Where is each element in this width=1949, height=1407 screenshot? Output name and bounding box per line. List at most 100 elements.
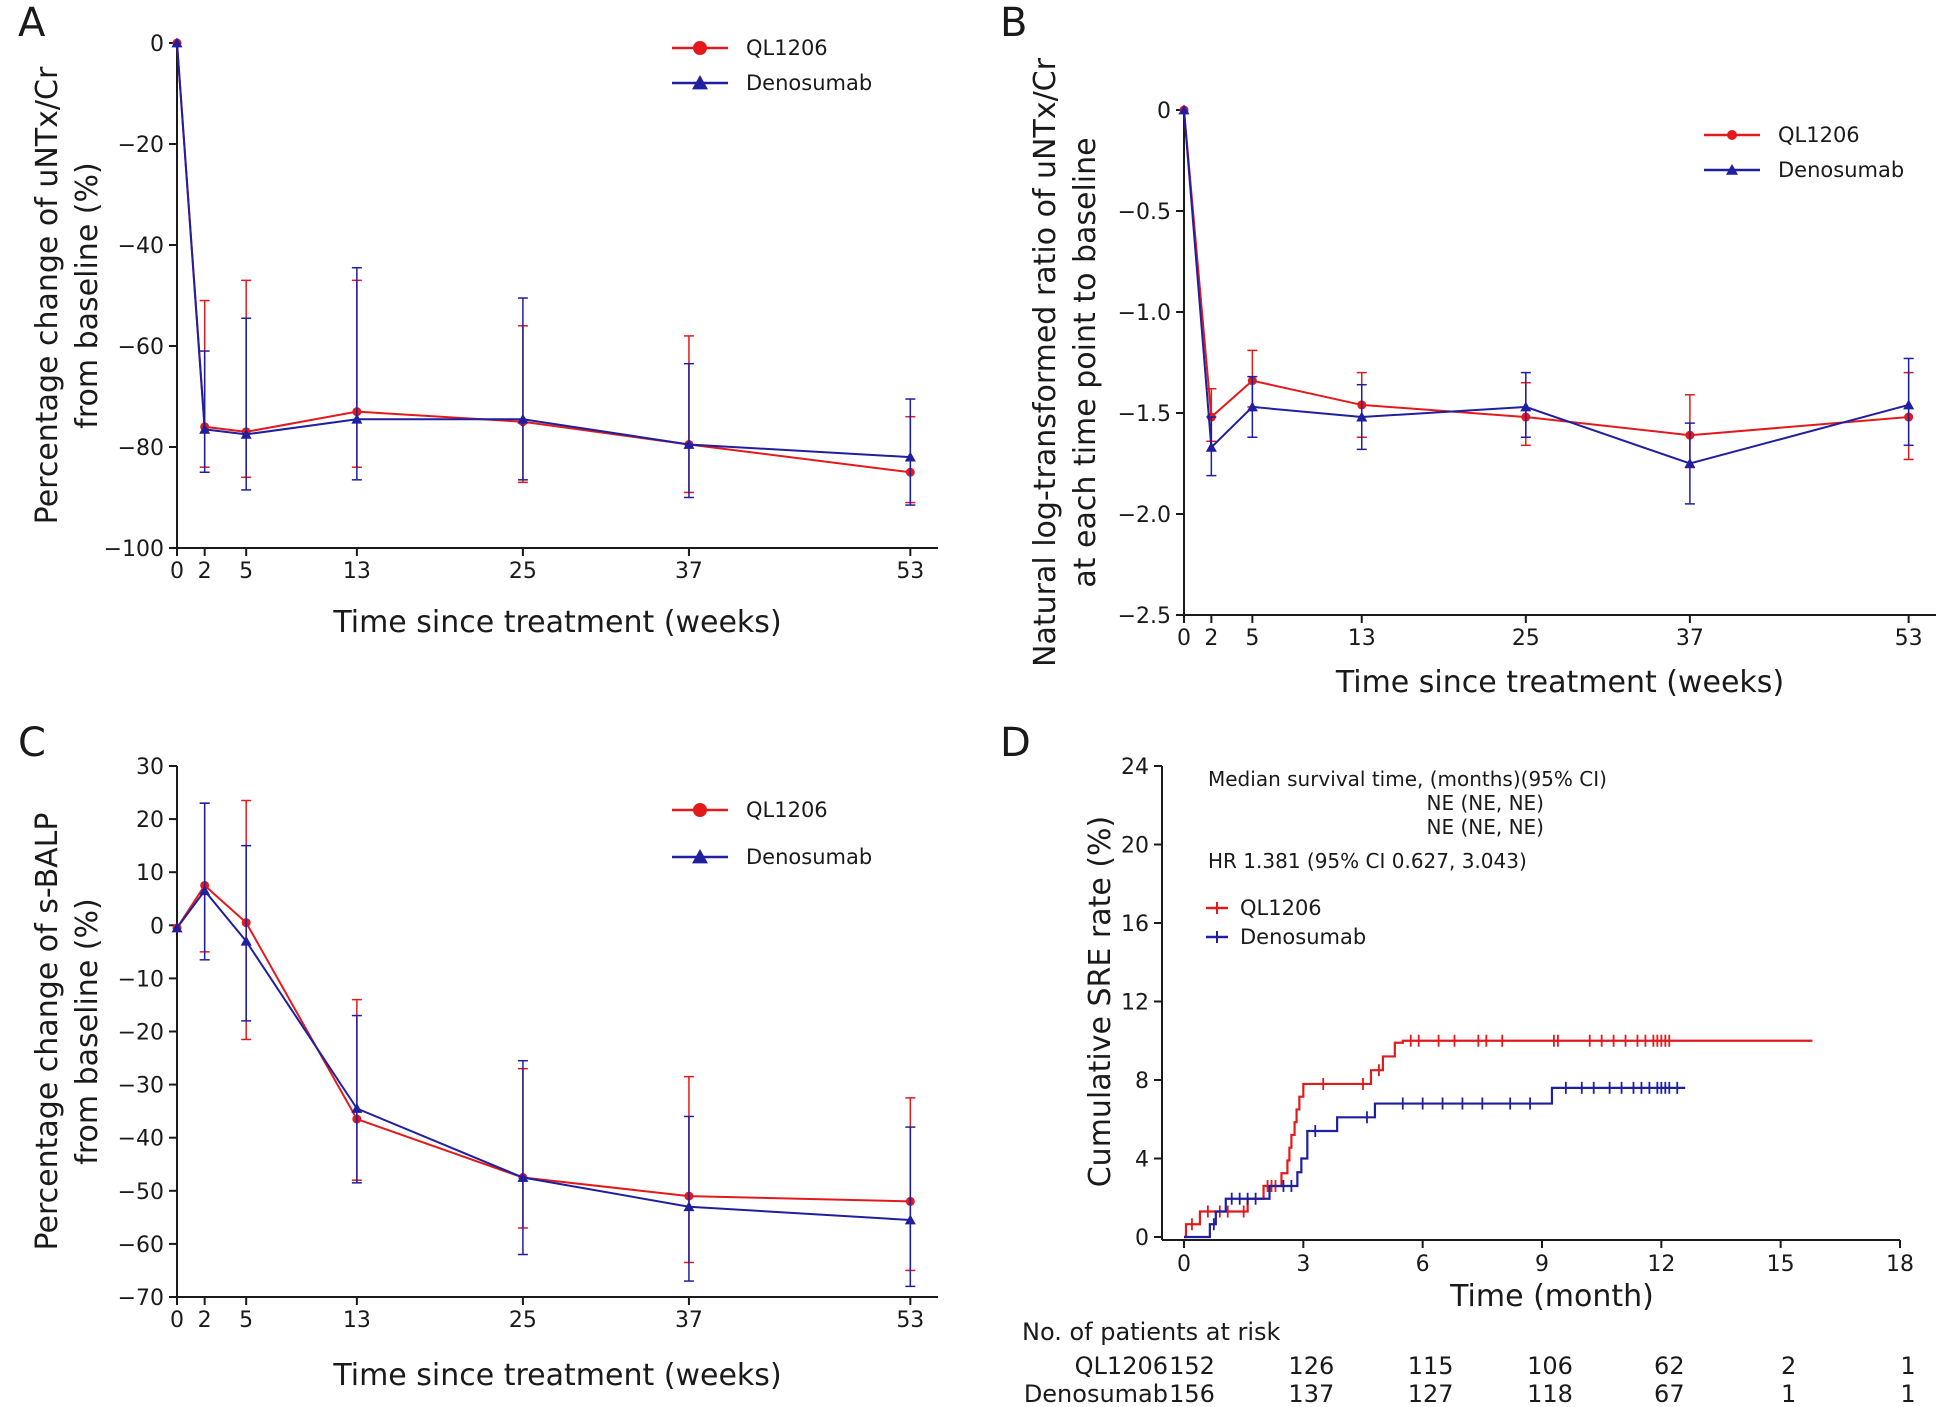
legend: QL1206 Denosumab [1704, 123, 1904, 182]
risk-count: 118 [1527, 1380, 1573, 1407]
y-axis-label: Natural log-transformed ratio of uNTx/Cr [1028, 57, 1063, 667]
risk-count: 1 [1900, 1380, 1915, 1407]
data-point [1178, 104, 1190, 115]
risk-count: 62 [1654, 1352, 1685, 1380]
series-denosumab [171, 37, 916, 506]
y-tick-label: 20 [1121, 834, 1149, 859]
legend-marker [693, 803, 707, 817]
risk-count: 115 [1408, 1352, 1454, 1380]
data-point [1684, 458, 1696, 468]
y-tick-label: 30 [136, 755, 164, 780]
median-denosumab: NE (NE, NE) [1427, 815, 1544, 839]
y-tick-label: 8 [1135, 1069, 1149, 1094]
data-point [171, 37, 183, 48]
x-axis-label: Time since treatment (weeks) [332, 1358, 781, 1393]
y-tick-label: −1.5 [1118, 402, 1171, 427]
risk-count: 126 [1288, 1352, 1334, 1380]
y-tick-label: 4 [1135, 1148, 1149, 1173]
x-tick-label: 5 [239, 559, 253, 584]
legend-label: QL1206 [746, 36, 828, 60]
legend-label: QL1206 [1240, 896, 1322, 920]
risk-table: No. of patients at risk QL1206 152 126 115 10… [1022, 1318, 1916, 1407]
data-point [517, 413, 529, 424]
y-tick-label: −20 [118, 133, 164, 158]
legend-label: QL1206 [746, 798, 828, 822]
risk-count: 152 [1169, 1352, 1215, 1380]
data-point [351, 1102, 363, 1113]
x-tick-label: 37 [1676, 626, 1704, 651]
y-tick-label: −1.0 [1118, 301, 1171, 326]
series-denosumab [1178, 104, 1915, 505]
risk-row-label: QL1206 [1075, 1352, 1168, 1380]
x-tick-label: 0 [170, 559, 184, 584]
legend: QL1206 Denosumab [672, 798, 872, 869]
x-tick-label: 53 [1895, 626, 1923, 651]
x-tick-label: 53 [896, 559, 924, 584]
x-tick-label: 37 [675, 1308, 703, 1333]
y-axis-label: Percentage change of s-BALP [30, 813, 65, 1251]
x-tick-label: 0 [1177, 626, 1191, 651]
x-tick-label: 12 [1647, 1252, 1675, 1277]
x-axis-label: Time since treatment (weeks) [1335, 665, 1784, 700]
y-tick-label: −60 [118, 335, 164, 360]
y-tick-label: −30 [118, 1074, 164, 1099]
y-tick-label: −40 [118, 1127, 164, 1152]
x-tick-label: 0 [1177, 1252, 1191, 1277]
y-axis-label: Percentage change of uNTx/Cr [30, 66, 65, 524]
panel-letter: D [1000, 720, 1031, 766]
data-point [683, 1201, 695, 1212]
x-tick-label: 9 [1535, 1252, 1549, 1277]
y-tick-label: −20 [118, 1021, 164, 1046]
risk-count: 2 [1781, 1352, 1796, 1380]
y-axis-label: at each time point to baseline [1068, 137, 1103, 587]
median-title: Median survival time, (months)(95% CI) [1208, 767, 1607, 791]
risk-count: 106 [1527, 1352, 1573, 1380]
legend-marker [1726, 164, 1738, 175]
data-point [171, 922, 183, 933]
series-line [176, 42, 911, 459]
km-curve [1184, 1039, 1813, 1239]
y-tick-label: 10 [136, 861, 164, 886]
x-tick-label: 3 [1296, 1252, 1310, 1277]
legend: QL1206 Denosumab [1206, 896, 1366, 949]
data-point [1903, 399, 1915, 410]
data-point [240, 428, 252, 439]
risk-count: 1 [1900, 1352, 1915, 1380]
legend-marker [1727, 130, 1737, 140]
legend-marker [692, 849, 708, 864]
series-ql1206 [172, 799, 916, 1272]
y-tick-label: −2.5 [1118, 604, 1171, 629]
median-ql1206: NE (NE, NE) [1427, 791, 1544, 815]
y-tick-label: −50 [118, 1180, 164, 1205]
risk-count: 67 [1654, 1380, 1685, 1407]
y-tick-label: 0 [1135, 1226, 1149, 1251]
x-tick-label: 0 [170, 1308, 184, 1333]
series-denosumab [1184, 1081, 1686, 1239]
legend-marker [693, 41, 707, 55]
panel-letter: B [1000, 0, 1027, 46]
y-axis-label: from baseline (%) [70, 162, 105, 428]
series-ql1206 [172, 38, 916, 504]
y-tick-label: −100 [104, 537, 164, 562]
y-tick-label: −2.0 [1118, 503, 1171, 528]
x-tick-label: 5 [239, 1308, 253, 1333]
panel-letter: C [18, 720, 46, 766]
y-tick-label: 16 [1121, 912, 1149, 937]
y-tick-label: 12 [1121, 991, 1149, 1016]
x-axis-label: Time since treatment (weeks) [332, 605, 781, 640]
y-tick-label: −10 [118, 967, 164, 992]
risk-count: 156 [1169, 1380, 1215, 1407]
data-point [1205, 441, 1217, 452]
legend-label: Denosumab [1240, 925, 1366, 949]
series-line [176, 883, 911, 1203]
data-point [1246, 401, 1258, 412]
legend-label: QL1206 [1778, 123, 1860, 147]
legend: QL1206 Denosumab [672, 36, 872, 95]
x-tick-label: 13 [343, 1308, 371, 1333]
x-tick-label: 5 [1245, 626, 1259, 651]
x-tick-label: 2 [1204, 626, 1218, 651]
